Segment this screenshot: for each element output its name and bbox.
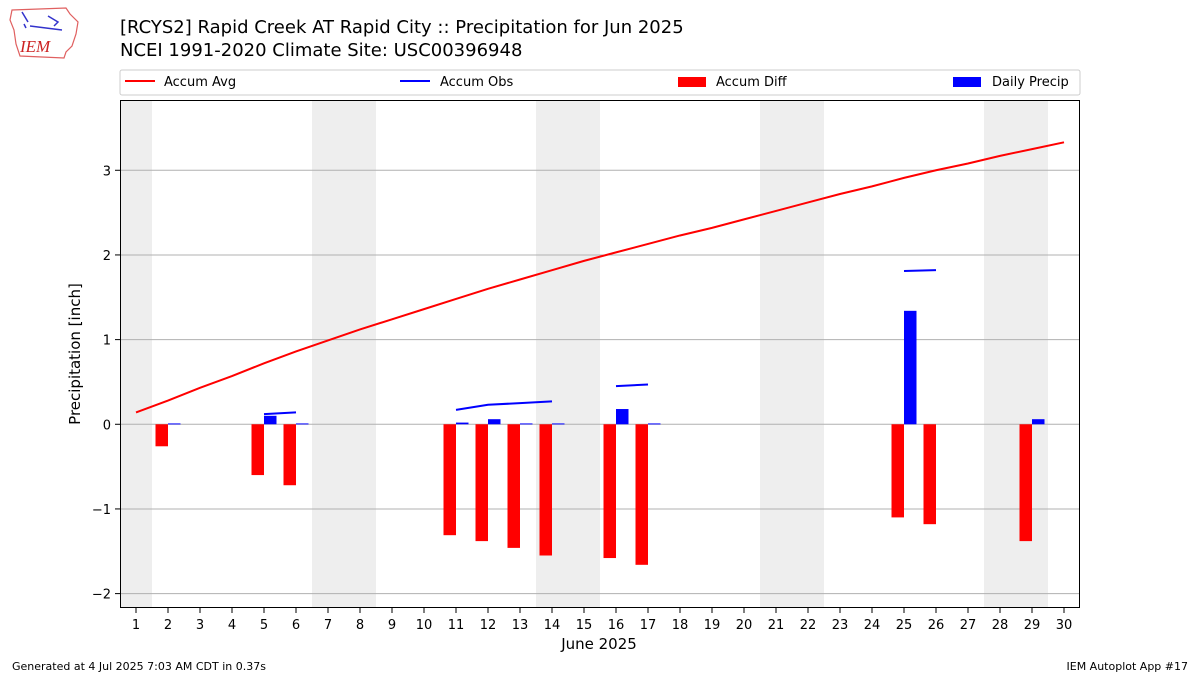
x-tick-label: 5 xyxy=(260,618,268,633)
legend-obs-label: Accum Obs xyxy=(440,75,513,90)
daily-precip-bar xyxy=(1032,419,1045,425)
accum-obs-line xyxy=(263,411,297,416)
accum-diff-bar xyxy=(251,424,264,476)
x-tick-label: 24 xyxy=(864,618,881,633)
x-tick-label: 15 xyxy=(576,618,593,633)
accum-avg-line xyxy=(135,141,1065,414)
accum-diff-bar xyxy=(507,424,520,548)
x-tick-label: 18 xyxy=(672,618,689,633)
accum-diff-bar xyxy=(635,424,648,565)
legend: Accum Avg Accum Obs Accum Diff Daily Pre… xyxy=(119,69,1081,96)
x-tick-label: 13 xyxy=(512,618,529,633)
accum-diff-bar xyxy=(283,424,296,486)
y-tick-label: 0 xyxy=(103,418,111,433)
logo-text: IEM xyxy=(19,37,51,56)
accum-diff-bar xyxy=(891,424,904,518)
accum-diff-bar xyxy=(603,424,616,559)
x-tick-label: 14 xyxy=(544,618,561,633)
y-tick-label: 1 xyxy=(103,334,111,349)
y-tick-label: 3 xyxy=(103,164,111,179)
x-tick-label: 7 xyxy=(324,618,332,633)
x-tick-label: 28 xyxy=(992,618,1009,633)
footer-generated: Generated at 4 Jul 2025 7:03 AM CDT in 0… xyxy=(12,660,266,673)
accum-diff-bar xyxy=(155,424,168,447)
x-tick-label: 25 xyxy=(896,618,913,633)
x-tick-label: 20 xyxy=(736,618,753,633)
weather-icon xyxy=(21,11,63,31)
x-tick-label: 1 xyxy=(132,618,140,633)
accum-obs-line xyxy=(615,383,649,388)
chart-title-line2: NCEI 1991-2020 Climate Site: USC00396948 xyxy=(120,40,523,61)
daily-precip-bar xyxy=(168,423,181,425)
legend-precip-swatch xyxy=(953,77,981,87)
weekend-band xyxy=(312,100,376,608)
daily-precip-bar xyxy=(456,422,469,425)
accum-obs-line xyxy=(903,269,937,273)
x-tick-label: 4 xyxy=(228,618,236,633)
x-tick-label: 10 xyxy=(416,618,433,633)
chart-title-line1: [RCYS2] Rapid Creek AT Rapid City :: Pre… xyxy=(120,17,684,38)
x-tick-label: 3 xyxy=(196,618,204,633)
x-tick-label: 9 xyxy=(388,618,396,633)
daily-precip-bar xyxy=(488,419,501,425)
x-tick-label: 30 xyxy=(1056,618,1073,633)
daily-precip-bar xyxy=(296,423,309,425)
accum-diff-bar xyxy=(1019,424,1032,542)
x-tick-label: 11 xyxy=(448,618,465,633)
daily-precip-bar xyxy=(648,423,661,425)
daily-precip-bar xyxy=(616,409,629,425)
x-tick-label: 22 xyxy=(800,618,817,633)
x-tick-label: 19 xyxy=(704,618,721,633)
y-axis-label: Precipitation [inch] xyxy=(66,283,84,425)
accum-diff-bar xyxy=(443,424,456,536)
x-tick-label: 6 xyxy=(292,618,300,633)
legend-diff-label: Accum Diff xyxy=(716,75,788,90)
weekend-band xyxy=(760,100,824,608)
x-axis-label: June 2025 xyxy=(560,635,637,653)
accum-obs-line xyxy=(455,400,553,411)
accum-diff-bar xyxy=(539,424,552,556)
accum-diff-bar xyxy=(475,424,488,542)
x-tick-label: 2 xyxy=(164,618,172,633)
daily-precip-bar xyxy=(520,423,533,425)
x-tick-label: 16 xyxy=(608,618,625,633)
x-tick-label: 27 xyxy=(960,618,977,633)
footer-app: IEM Autoplot App #17 xyxy=(1066,660,1189,673)
iem-logo: IEM xyxy=(9,7,79,59)
daily-precip-bar xyxy=(904,310,917,425)
legend-precip-label: Daily Precip xyxy=(992,75,1069,90)
plot-frame xyxy=(120,100,1080,608)
x-tick-label: 21 xyxy=(768,618,785,633)
y-tick-label: 2 xyxy=(103,249,111,264)
x-tick-label: 23 xyxy=(832,618,849,633)
x-tick-label: 17 xyxy=(640,618,657,633)
daily-precip-bar xyxy=(552,423,565,425)
x-tick-label: 29 xyxy=(1024,618,1041,633)
daily-precip-bar xyxy=(264,415,277,425)
x-tick-label: 12 xyxy=(480,618,497,633)
legend-diff-swatch xyxy=(678,77,706,87)
y-tick-label: −1 xyxy=(92,503,111,518)
weekend-band xyxy=(984,100,1048,608)
x-tick-label: 26 xyxy=(928,618,945,633)
weekend-band xyxy=(120,100,152,608)
legend-avg-label: Accum Avg xyxy=(164,75,236,90)
accum-diff-bar xyxy=(923,424,936,525)
x-tick-label: 8 xyxy=(356,618,364,633)
y-tick-label: −2 xyxy=(92,588,111,603)
